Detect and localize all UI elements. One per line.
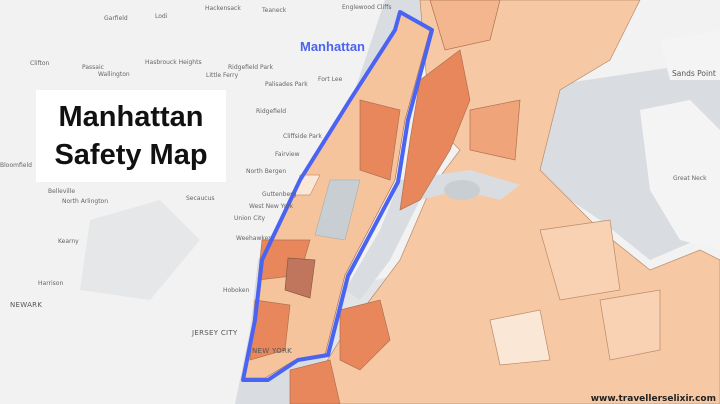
label-garfield: Garfield bbox=[104, 15, 128, 22]
label-harrison: Harrison bbox=[38, 280, 63, 287]
manhattan-outline bbox=[241, 10, 434, 382]
label-clifton: Clifton bbox=[30, 60, 50, 67]
label-palisades-park: Palisades Park bbox=[265, 81, 308, 88]
central-park bbox=[314, 179, 361, 241]
sands-point-land bbox=[660, 30, 720, 80]
title-line-1: Manhattan bbox=[58, 101, 204, 133]
title-card: Manhattan Safety Map bbox=[36, 90, 226, 182]
flushing-bay bbox=[444, 180, 480, 200]
label-kearny: Kearny bbox=[58, 238, 79, 245]
label-passaic: Passaic bbox=[82, 64, 104, 71]
label-new-york: NEW YORK bbox=[252, 347, 292, 355]
label-newark: NEWARK bbox=[10, 301, 42, 309]
label-west-new-york: West New York bbox=[249, 203, 294, 210]
wetland-area bbox=[80, 200, 200, 300]
queens-low-risk bbox=[489, 309, 551, 366]
bronx-mid-risk bbox=[469, 99, 521, 161]
label-jersey-city: JERSEY CITY bbox=[191, 329, 238, 337]
label-wallington: Wallington bbox=[98, 71, 130, 78]
label-ridgefield: Ridgefield bbox=[256, 108, 286, 115]
label-north-bergen: North Bergen bbox=[246, 168, 286, 175]
title-line-2: Safety Map bbox=[54, 139, 208, 171]
label-ridgefield-park: Ridgefield Park bbox=[228, 64, 273, 71]
label-teaneck: Teaneck bbox=[261, 7, 287, 14]
label-union-city: Union City bbox=[234, 215, 265, 222]
label-secaucus: Secaucus bbox=[186, 195, 215, 202]
label-weehawken: Weehawken bbox=[236, 235, 272, 242]
label-belleville: Belleville bbox=[48, 188, 75, 195]
bronx-high-risk bbox=[399, 49, 471, 211]
watermark: www.travellerselixir.com bbox=[590, 394, 716, 404]
label-cliffside-park: Cliffside Park bbox=[283, 133, 322, 140]
queens-area bbox=[539, 219, 621, 301]
label-north-arlington: North Arlington bbox=[62, 198, 108, 205]
brooklyn-south bbox=[289, 359, 341, 404]
label-fort-lee: Fort Lee bbox=[318, 76, 343, 83]
midtown-highest-risk bbox=[284, 257, 316, 299]
label-hackensack: Hackensack bbox=[205, 5, 241, 12]
label-englewood-cliffs: Englewood Cliffs bbox=[342, 4, 392, 11]
label-fairview: Fairview bbox=[275, 151, 300, 158]
queens-area-2 bbox=[599, 289, 661, 361]
label-guttenberg: Guttenberg bbox=[262, 191, 297, 198]
east-river bbox=[345, 170, 520, 300]
label-hoboken: Hoboken bbox=[223, 287, 250, 294]
label-great-neck: Great Neck bbox=[673, 175, 707, 182]
manhattan-label: Manhattan bbox=[300, 39, 365, 54]
harlem-high-risk bbox=[359, 99, 401, 181]
label-little-ferry: Little Ferry bbox=[206, 72, 239, 79]
label-sands-point: Sands Point bbox=[672, 69, 716, 78]
brooklyn-high-risk bbox=[339, 299, 391, 371]
label-lodi: Lodi bbox=[155, 13, 168, 20]
great-neck-peninsula bbox=[640, 100, 720, 250]
label-hasbrouck-heights: Hasbrouck Heights bbox=[145, 59, 202, 66]
label-bloomfield: Bloomfield bbox=[0, 162, 32, 169]
bronx-north bbox=[429, 0, 501, 51]
